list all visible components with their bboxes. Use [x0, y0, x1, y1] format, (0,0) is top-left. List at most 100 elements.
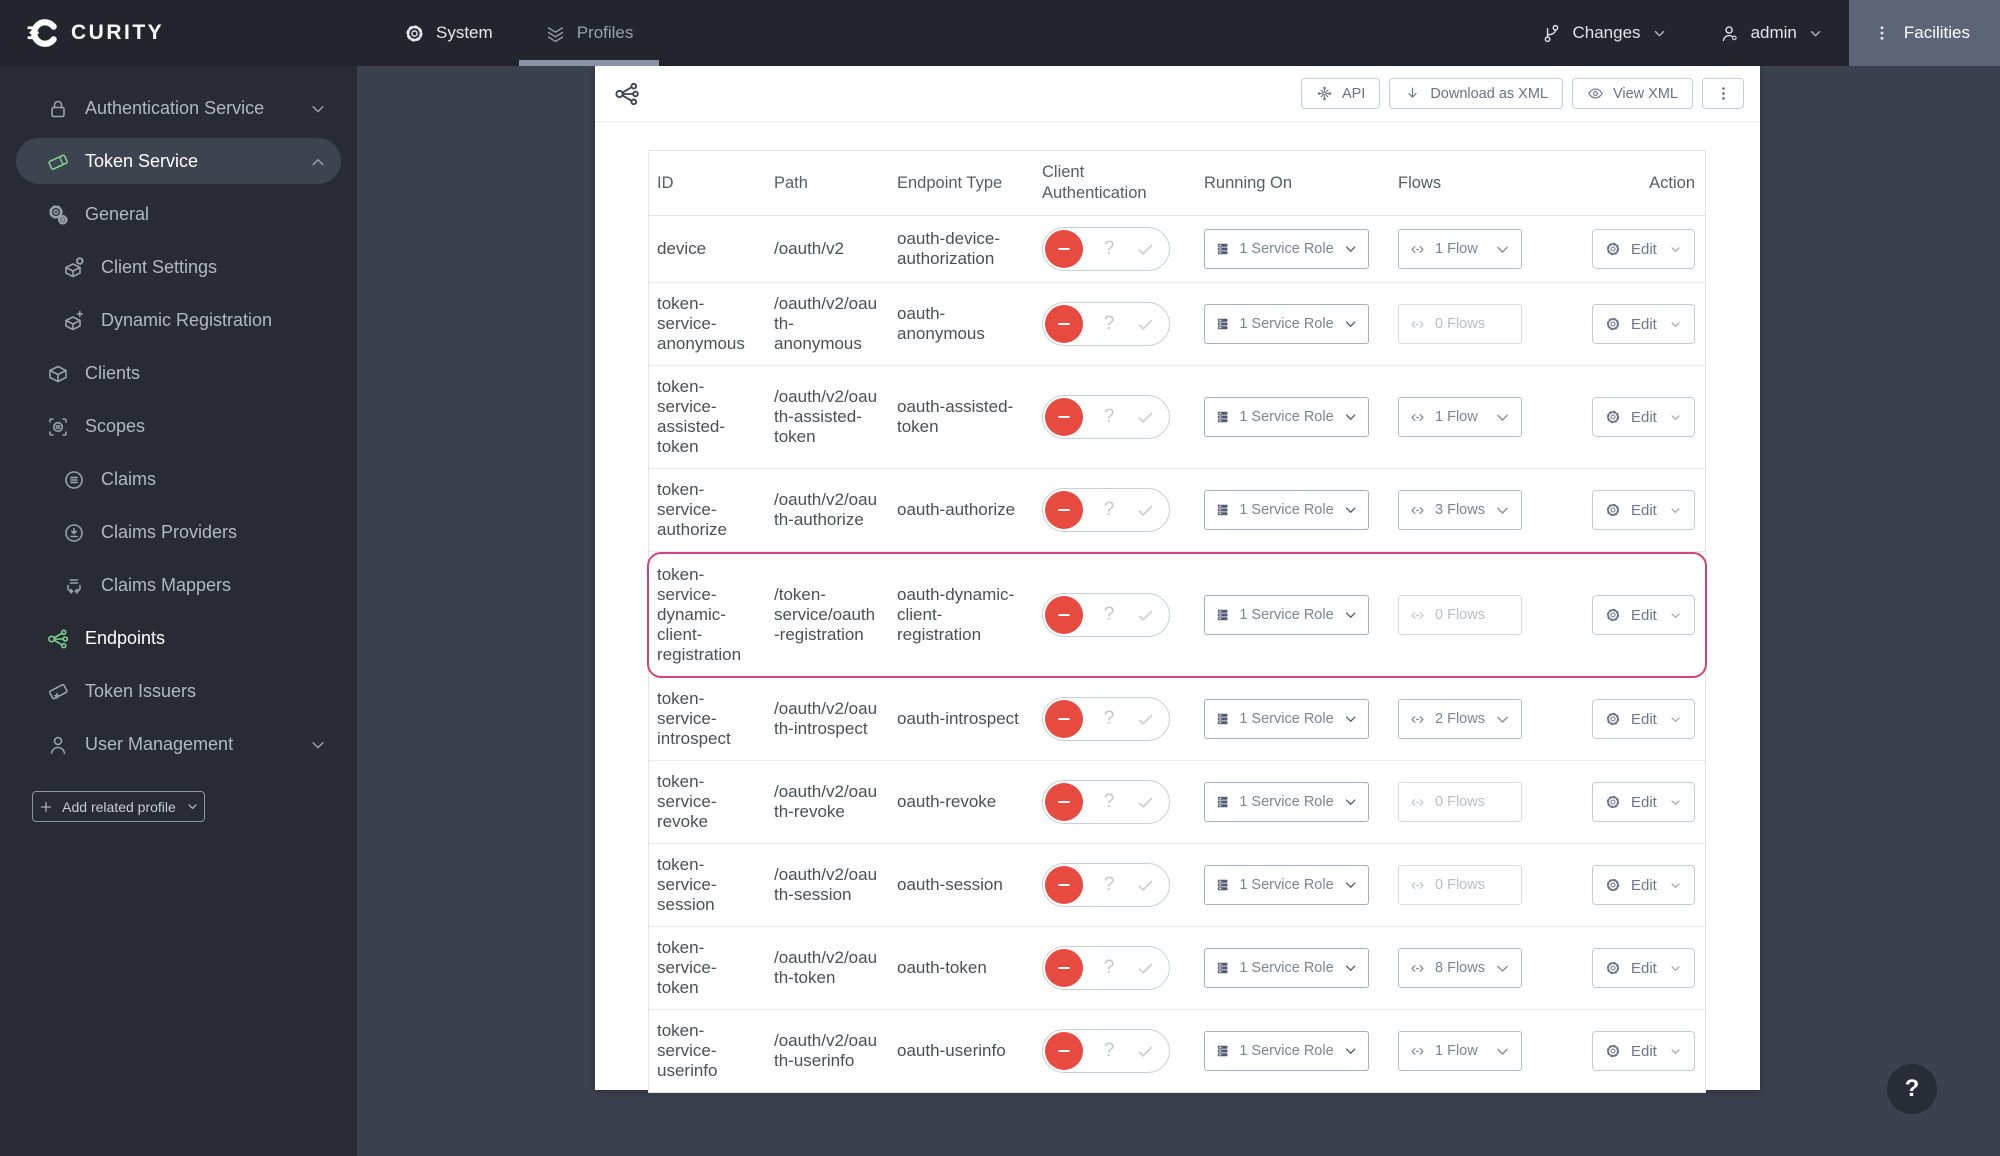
- client-auth-toggle[interactable]: ?: [1042, 227, 1170, 271]
- running-on-select[interactable]: 1 Service Role: [1204, 397, 1369, 437]
- client-auth-unknown-state[interactable]: ?: [1103, 957, 1115, 978]
- edit-button-label: Edit: [1631, 876, 1657, 894]
- client-auth-off-state[interactable]: [1045, 700, 1083, 738]
- add-related-profile-button[interactable]: Add related profile: [32, 791, 205, 822]
- edit-button[interactable]: Edit: [1592, 948, 1695, 988]
- code-icon: [1409, 607, 1426, 624]
- minus-icon: [1055, 959, 1073, 977]
- client-auth-unknown-state[interactable]: ?: [1103, 499, 1115, 520]
- running-on-select[interactable]: 1 Service Role: [1204, 304, 1369, 344]
- client-auth-off-state[interactable]: [1045, 949, 1083, 987]
- flows-select[interactable]: 1 Flow: [1398, 1031, 1522, 1071]
- client-auth-toggle[interactable]: ?: [1042, 488, 1170, 532]
- flows-select[interactable]: 2 Flows: [1398, 699, 1522, 739]
- client-auth-unknown-state[interactable]: ?: [1103, 406, 1115, 427]
- client-auth-off-state[interactable]: [1045, 230, 1083, 268]
- client-auth-toggle[interactable]: ?: [1042, 395, 1170, 439]
- admin-menu[interactable]: admin: [1693, 23, 1849, 44]
- client-auth-toggle[interactable]: ?: [1042, 697, 1170, 741]
- client-auth-on-state[interactable]: [1129, 876, 1169, 895]
- running-on-select[interactable]: 1 Service Role: [1204, 699, 1369, 739]
- sidebar-item-clients[interactable]: Clients: [0, 347, 357, 400]
- nav-tab-system[interactable]: System: [378, 0, 519, 66]
- running-on-select[interactable]: 1 Service Role: [1204, 865, 1369, 905]
- edit-button[interactable]: Edit: [1592, 304, 1695, 344]
- edit-button[interactable]: Edit: [1592, 229, 1695, 269]
- edit-button[interactable]: Edit: [1592, 865, 1695, 905]
- client-auth-toggle[interactable]: ?: [1042, 946, 1170, 990]
- client-auth-on-state[interactable]: [1129, 501, 1169, 520]
- client-auth-on-state[interactable]: [1129, 1042, 1169, 1061]
- running-on-select[interactable]: 1 Service Role: [1204, 782, 1369, 822]
- chevron-down-icon: [1343, 315, 1358, 333]
- client-auth-on-state[interactable]: [1129, 240, 1169, 259]
- client-auth-off-state[interactable]: [1045, 305, 1083, 343]
- client-auth-off-state[interactable]: [1045, 783, 1083, 821]
- gear-icon: [1605, 409, 1621, 425]
- api-button[interactable]: API: [1300, 78, 1381, 109]
- running-on-select[interactable]: 1 Service Role: [1204, 490, 1369, 530]
- sidebar-item-client-settings[interactable]: Client Settings: [0, 241, 357, 294]
- running-on-select[interactable]: 1 Service Role: [1204, 1031, 1369, 1071]
- running-on-select[interactable]: 1 Service Role: [1204, 595, 1369, 635]
- flows-select[interactable]: 1 Flow: [1398, 229, 1522, 269]
- client-auth-on-state[interactable]: [1129, 408, 1169, 427]
- client-auth-unknown-state[interactable]: ?: [1103, 1040, 1115, 1061]
- edit-button[interactable]: Edit: [1592, 782, 1695, 822]
- client-auth-unknown-state[interactable]: ?: [1103, 238, 1115, 259]
- more-options-button[interactable]: [1702, 78, 1744, 109]
- client-auth-unknown-state[interactable]: ?: [1103, 874, 1115, 895]
- sidebar-item-dynamic-registration[interactable]: Dynamic Registration: [0, 294, 357, 347]
- sidebar-item-authentication-service[interactable]: Authentication Service: [0, 82, 357, 135]
- sidebar-item-token-issuers[interactable]: Token Issuers: [0, 665, 357, 718]
- client-auth-off-state[interactable]: [1045, 596, 1083, 634]
- client-auth-toggle[interactable]: ?: [1042, 302, 1170, 346]
- admin-label: admin: [1750, 23, 1797, 42]
- flows-select[interactable]: 8 Flows: [1398, 948, 1522, 988]
- client-auth-unknown-state[interactable]: ?: [1103, 313, 1115, 334]
- running-on-select[interactable]: 1 Service Role: [1204, 948, 1369, 988]
- view-xml-button[interactable]: View XML: [1571, 78, 1693, 109]
- edit-button[interactable]: Edit: [1592, 595, 1695, 635]
- cell-client-authentication: ?: [1034, 935, 1196, 1001]
- client-auth-off-state[interactable]: [1045, 398, 1083, 436]
- client-auth-toggle[interactable]: ?: [1042, 780, 1170, 824]
- sidebar-item-scopes[interactable]: Scopes: [0, 400, 357, 453]
- sidebar-item-endpoints[interactable]: Endpoints: [0, 612, 357, 665]
- sidebar-item-label: Scopes: [85, 416, 146, 436]
- client-auth-toggle[interactable]: ?: [1042, 863, 1170, 907]
- download-as-xml-button[interactable]: Download as XML: [1389, 78, 1563, 109]
- running-on-select[interactable]: 1 Service Role: [1204, 229, 1369, 269]
- nav-tab-profiles[interactable]: Profiles: [518, 0, 660, 66]
- client-auth-off-state[interactable]: [1045, 866, 1083, 904]
- help-button[interactable]: ?: [1887, 1064, 1937, 1114]
- facilities-button[interactable]: Facilities: [1848, 0, 2000, 66]
- client-auth-toggle[interactable]: ?: [1042, 593, 1170, 637]
- edit-button[interactable]: Edit: [1592, 699, 1695, 739]
- client-auth-toggle[interactable]: ?: [1042, 1029, 1170, 1073]
- client-auth-on-state[interactable]: [1129, 710, 1169, 729]
- sidebar-item-user-management[interactable]: User Management: [0, 718, 357, 771]
- flows-select[interactable]: 1 Flow: [1398, 397, 1522, 437]
- flows-select[interactable]: 3 Flows: [1398, 490, 1522, 530]
- client-auth-on-state[interactable]: [1129, 793, 1169, 812]
- sidebar-item-claims-mappers[interactable]: Claims Mappers: [0, 559, 357, 612]
- sidebar-item-claims[interactable]: Claims: [0, 453, 357, 506]
- edit-button[interactable]: Edit: [1592, 397, 1695, 437]
- client-auth-off-state[interactable]: [1045, 491, 1083, 529]
- edit-button[interactable]: Edit: [1592, 490, 1695, 530]
- client-auth-on-state[interactable]: [1129, 315, 1169, 334]
- client-auth-unknown-state[interactable]: ?: [1103, 604, 1115, 625]
- gear-icon: [1605, 877, 1621, 893]
- sidebar-item-general[interactable]: General: [0, 188, 357, 241]
- client-auth-on-state[interactable]: [1129, 606, 1169, 625]
- endpoints-card: API Download as XML View XML ID Path Endpoin…: [595, 66, 1760, 1093]
- changes-menu[interactable]: Changes: [1515, 23, 1693, 44]
- sidebar-item-token-service[interactable]: Token Service: [0, 135, 357, 188]
- sidebar-item-claims-providers[interactable]: Claims Providers: [0, 506, 357, 559]
- client-auth-unknown-state[interactable]: ?: [1103, 791, 1115, 812]
- client-auth-unknown-state[interactable]: ?: [1103, 708, 1115, 729]
- client-auth-off-state[interactable]: [1045, 1032, 1083, 1070]
- client-auth-on-state[interactable]: [1129, 959, 1169, 978]
- edit-button[interactable]: Edit: [1592, 1031, 1695, 1071]
